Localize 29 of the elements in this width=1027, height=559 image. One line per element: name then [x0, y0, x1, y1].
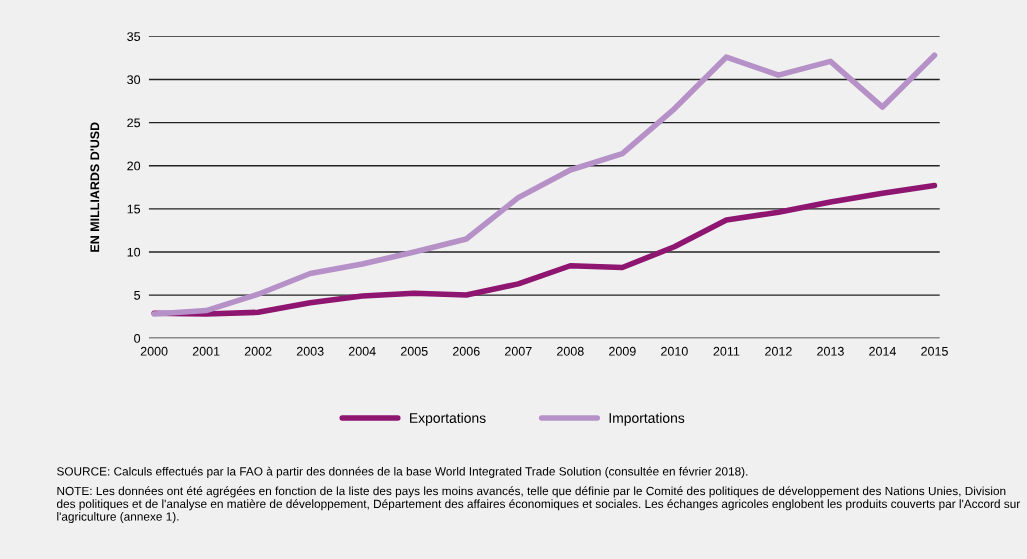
y-axis-title: EN MILLIARDS D'USD [90, 122, 100, 252]
x-tick-label: 2006 [453, 346, 480, 356]
x-tick-label: 2011 [713, 346, 740, 356]
x-tick-label: 2003 [296, 346, 324, 356]
x-tick-label: 2002 [244, 346, 272, 356]
text: NOTE: Les données ont été agrégées en fonction de la liste des pays les moins avancés, telle que définie par le Comité des politiques de développement des Nations Unies, Division des politiques et de l'analyse en matière de développement, Département des affaires économiques et sociales. Les échanges agricoles englobent les produits couverts par l'Accord sur l'agriculture (annexe 1). [56, 486, 1021, 524]
y-tick-label: 15 [127, 204, 141, 214]
y-tick-label: 35 [127, 32, 141, 41]
x-tick-label: 2013 [817, 346, 844, 356]
x-tick-label: 2014 [869, 346, 897, 356]
x-tick-label: 2000 [140, 346, 168, 356]
y-tick-label: 30 [127, 75, 141, 85]
x-tick-label: 2012 [765, 346, 792, 356]
legend-label: Exportations [410, 412, 486, 426]
legend-label: Importations [609, 412, 685, 426]
y-tick-label: 10 [127, 247, 141, 257]
x-tick-label: 2008 [557, 346, 584, 356]
x-tick-label: 2004 [348, 346, 376, 356]
x-tick-label: 2001 [192, 346, 220, 356]
x-tick-label: 2010 [661, 346, 688, 356]
y-tick-label: 5 [134, 291, 141, 300]
x-tick-label: 2009 [609, 346, 636, 356]
x-tick-label: 2007 [505, 346, 532, 356]
x-tick-label: 2005 [400, 346, 428, 356]
source-note: SOURCE: Calculs effectués par la FAO à partir des données de la base World Integrated Trade Solution (consultée en février 2018). [57, 466, 748, 478]
y-tick-label: 20 [127, 161, 141, 171]
y-tick-label: 0 [134, 334, 141, 343]
y-tick-label: 25 [127, 118, 141, 128]
x-tick-label: 2015 [921, 346, 948, 356]
